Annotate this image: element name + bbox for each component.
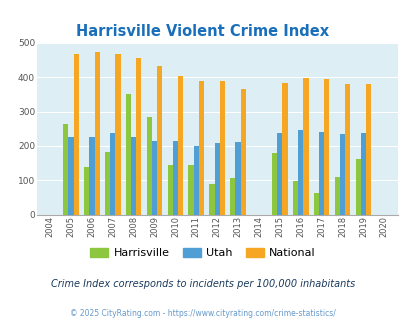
Bar [344, 84, 350, 214]
Bar [115, 54, 120, 214]
Bar [282, 83, 287, 214]
Bar [173, 141, 178, 214]
Bar [360, 133, 365, 214]
Bar [110, 133, 115, 214]
Bar [214, 143, 219, 214]
Bar [324, 79, 329, 214]
Bar [355, 158, 360, 215]
Legend: Harrisville, Utah, National: Harrisville, Utah, National [85, 243, 320, 262]
Bar [68, 137, 73, 214]
Bar [94, 52, 100, 214]
Bar [198, 81, 204, 214]
Text: Crime Index corresponds to incidents per 100,000 inhabitants: Crime Index corresponds to incidents per… [51, 279, 354, 289]
Bar [89, 137, 94, 214]
Bar [136, 58, 141, 214]
Bar [209, 183, 214, 214]
Bar [277, 133, 282, 214]
Bar [318, 132, 324, 214]
Text: © 2025 CityRating.com - https://www.cityrating.com/crime-statistics/: © 2025 CityRating.com - https://www.city… [70, 309, 335, 318]
Bar [313, 193, 318, 215]
Bar [240, 88, 245, 214]
Bar [151, 141, 157, 214]
Bar [230, 179, 235, 214]
Bar [303, 78, 308, 214]
Bar [157, 66, 162, 214]
Text: Harrisville Violent Crime Index: Harrisville Violent Crime Index [76, 24, 329, 39]
Bar [73, 53, 79, 214]
Bar [271, 153, 277, 215]
Bar [104, 152, 110, 214]
Bar [235, 143, 240, 214]
Bar [297, 130, 303, 214]
Bar [167, 165, 173, 214]
Bar [334, 178, 339, 214]
Bar [178, 76, 183, 214]
Bar [292, 181, 297, 214]
Bar [365, 84, 370, 214]
Bar [188, 165, 193, 214]
Bar [126, 94, 131, 214]
Bar [131, 137, 136, 214]
Bar [146, 117, 151, 214]
Bar [84, 167, 89, 214]
Bar [63, 123, 68, 214]
Bar [193, 146, 198, 214]
Bar [339, 134, 344, 214]
Bar [219, 81, 224, 214]
